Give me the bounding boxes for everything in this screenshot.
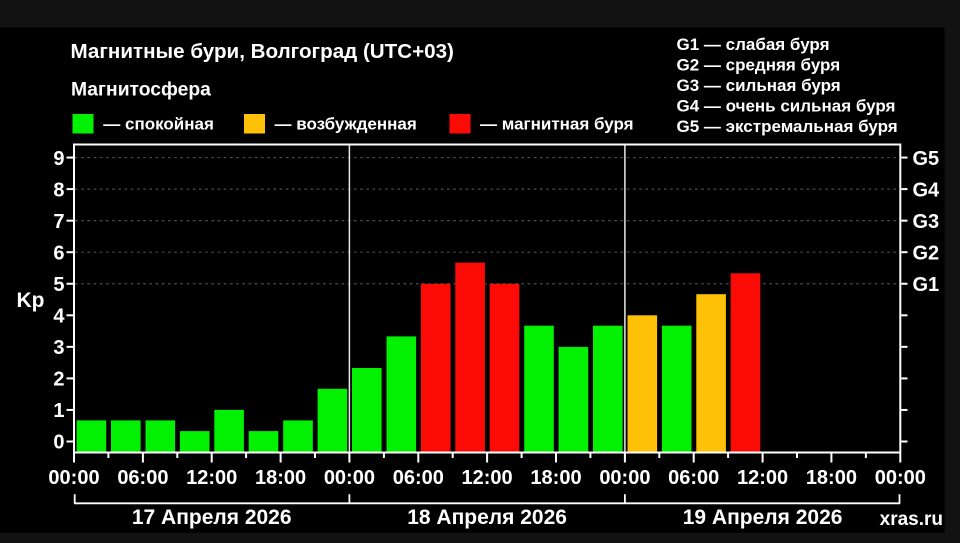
svg-text:Kp: Kp: [17, 289, 45, 312]
svg-text:G1 — слабая буря: G1 — слабая буря: [677, 35, 830, 54]
svg-text:19 Апреля 2026: 19 Апреля 2026: [683, 506, 843, 529]
svg-text:12:00: 12:00: [462, 467, 513, 489]
svg-text:1: 1: [53, 400, 64, 422]
svg-text:06:00: 06:00: [668, 467, 719, 489]
svg-text:G1: G1: [913, 274, 940, 296]
svg-text:00:00: 00:00: [324, 467, 375, 489]
svg-text:— магнитная буря: — магнитная буря: [480, 114, 634, 133]
svg-text:G3: G3: [913, 211, 940, 233]
svg-text:12:00: 12:00: [737, 467, 788, 489]
svg-text:G4: G4: [913, 179, 941, 201]
svg-text:06:00: 06:00: [117, 467, 168, 489]
svg-text:18:00: 18:00: [806, 467, 857, 489]
svg-text:00:00: 00:00: [875, 467, 926, 489]
svg-text:7: 7: [53, 211, 64, 233]
svg-text:3: 3: [53, 337, 64, 359]
svg-text:Магнитосфера: Магнитосфера: [71, 80, 211, 101]
svg-text:18:00: 18:00: [255, 467, 306, 489]
svg-text:4: 4: [53, 306, 65, 328]
svg-text:G2 — средняя буря: G2 — средняя буря: [677, 56, 841, 75]
svg-text:8: 8: [53, 179, 64, 201]
svg-text:G4 — очень сильная буря: G4 — очень сильная буря: [677, 97, 896, 116]
svg-text:06:00: 06:00: [393, 467, 444, 489]
svg-text:G5: G5: [913, 148, 940, 170]
svg-text:00:00: 00:00: [599, 467, 650, 489]
svg-text:G5 — экстремальная буря: G5 — экстремальная буря: [677, 117, 898, 136]
svg-text:9: 9: [53, 148, 64, 170]
svg-text:G3 — сильная буря: G3 — сильная буря: [677, 76, 841, 95]
svg-text:17 Апреля 2026: 17 Апреля 2026: [132, 506, 292, 529]
svg-text:5: 5: [53, 274, 64, 296]
svg-text:18:00: 18:00: [530, 467, 581, 489]
svg-text:6: 6: [53, 242, 64, 264]
svg-text:00:00: 00:00: [48, 467, 99, 489]
svg-text:0: 0: [53, 432, 64, 454]
svg-text:— возбужденная: — возбужденная: [275, 114, 417, 133]
svg-text:Магнитные бури, Волгоград (UTC: Магнитные бури, Волгоград (UTC+03): [71, 40, 454, 63]
svg-text:12:00: 12:00: [186, 467, 237, 489]
svg-text:G2: G2: [913, 242, 940, 264]
svg-text:— спокойная: — спокойная: [103, 114, 214, 133]
svg-text:2: 2: [53, 369, 64, 391]
svg-text:xras.ru: xras.ru: [880, 509, 943, 530]
svg-text:18 Апреля 2026: 18 Апреля 2026: [407, 506, 567, 529]
